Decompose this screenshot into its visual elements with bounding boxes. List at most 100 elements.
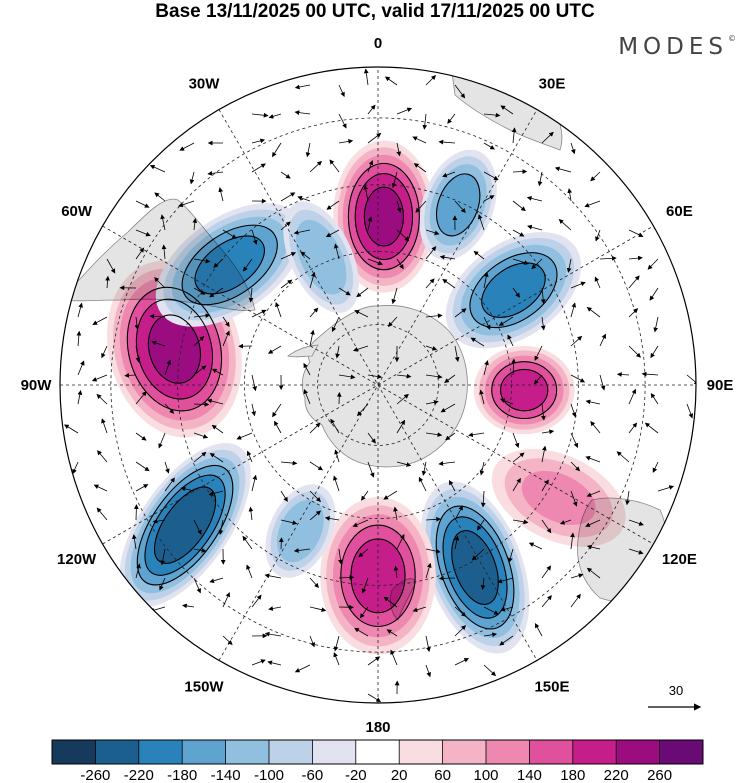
wind-vector-294 bbox=[293, 548, 311, 553]
center-48E-contour-4 bbox=[481, 262, 546, 318]
wind-vector-209 bbox=[135, 432, 147, 441]
wind-vector-346 bbox=[454, 625, 467, 637]
modes-logo: MODES© bbox=[618, 34, 736, 60]
wind-vector-160 bbox=[599, 333, 606, 347]
wind-vector-342 bbox=[333, 635, 340, 652]
wind-vector-242 bbox=[479, 461, 485, 476]
colorbar-swatch-8 bbox=[399, 740, 443, 764]
wind-vector-313 bbox=[338, 575, 355, 580]
contours-center-55W bbox=[181, 224, 278, 306]
center-115E-band-2 bbox=[521, 470, 596, 525]
wind-vector-144 bbox=[135, 345, 141, 363]
colorbar-swatch-11 bbox=[529, 740, 573, 764]
wind-vector-186 bbox=[96, 393, 108, 405]
wind-vector-126 bbox=[222, 316, 230, 328]
wind-vector-280 bbox=[425, 516, 442, 522]
wind-vector-64 bbox=[160, 214, 166, 231]
wind-vector-340 bbox=[264, 631, 282, 637]
wind-vector-191 bbox=[251, 403, 257, 417]
wind-vector-181 bbox=[599, 374, 606, 391]
wind-vector-147 bbox=[222, 330, 230, 347]
lon-label-30W: 30W bbox=[189, 76, 221, 93]
colorbar-label-7: 20 bbox=[391, 767, 408, 783]
wind-vector-260 bbox=[418, 476, 427, 492]
center-120W-contour-3 bbox=[136, 464, 234, 586]
wind-vector-71 bbox=[367, 216, 373, 231]
center-178W-contour-3 bbox=[340, 524, 416, 628]
wind-vector-8 bbox=[294, 110, 311, 115]
wind-vector-41 bbox=[483, 171, 499, 181]
anomaly-center-145W bbox=[265, 484, 336, 578]
wind-vector-250 bbox=[135, 484, 149, 492]
center-155E-contour-5 bbox=[451, 530, 499, 605]
wind-vector-145 bbox=[151, 340, 166, 347]
wind-vector-44 bbox=[554, 166, 572, 173]
wind-vector-155 bbox=[454, 345, 460, 363]
wind-vector-45 bbox=[590, 171, 601, 182]
longitude-labels: 0 30E 60E 90E 120E 150E 180 150W 120W 90W 60W 30W bbox=[21, 35, 734, 736]
wind-vector-264 bbox=[541, 479, 549, 492]
wind-vector-354 bbox=[367, 656, 381, 666]
wind-vector-83 bbox=[161, 244, 167, 260]
wind-vector-307 bbox=[159, 577, 166, 591]
colorbar-frame bbox=[51, 739, 704, 765]
wind-vector-271 bbox=[152, 518, 166, 524]
wind-vector-65 bbox=[192, 218, 198, 231]
wind-vector-208 bbox=[101, 418, 108, 434]
wind-vector-234 bbox=[246, 450, 253, 463]
contours-center-22E bbox=[435, 173, 481, 237]
wind-vector-5 bbox=[454, 84, 466, 99]
lon-label-0: 0 bbox=[374, 35, 382, 52]
wind-vector-327 bbox=[268, 606, 282, 611]
wind-vector-91 bbox=[396, 258, 404, 270]
wind-vector-159 bbox=[570, 335, 583, 347]
wind-vector-247 bbox=[616, 451, 630, 463]
wind-vector-11 bbox=[396, 107, 413, 115]
center-48E-band-4 bbox=[481, 262, 546, 318]
wind-vector-177 bbox=[483, 360, 489, 376]
center-55W-contour-4 bbox=[194, 235, 265, 295]
wind-vector-266 bbox=[586, 490, 601, 497]
wind-vector-56 bbox=[415, 200, 427, 213]
colorbar-label-2: -180 bbox=[167, 767, 197, 783]
colorbar-swatch-4 bbox=[225, 740, 269, 764]
wind-vector-268 bbox=[657, 485, 675, 492]
wind-vector-180 bbox=[570, 374, 586, 383]
wind-vector-172 bbox=[338, 374, 356, 380]
wind-vector-33 bbox=[251, 163, 266, 173]
wind-vector-244 bbox=[541, 445, 547, 463]
colorbar-label-5: -60 bbox=[302, 767, 324, 783]
wind-vector-70 bbox=[325, 229, 340, 238]
wind-vector-84 bbox=[193, 258, 211, 264]
wind-vector-120 bbox=[649, 287, 659, 301]
wind-vector-3 bbox=[384, 76, 398, 86]
wind-vector-349 bbox=[534, 623, 543, 637]
wind-vector-308 bbox=[193, 577, 201, 594]
wind-vector-347 bbox=[483, 632, 498, 638]
wind-vector-335 bbox=[500, 606, 514, 612]
wind-vector-92 bbox=[425, 246, 437, 260]
wind-vector-162 bbox=[650, 345, 659, 359]
wind-vector-57 bbox=[454, 200, 466, 214]
wind-vector-278 bbox=[352, 519, 369, 527]
colorbar-label-3: -140 bbox=[211, 767, 241, 783]
wind-vector-174 bbox=[396, 373, 412, 379]
wind-vector-286 bbox=[585, 519, 601, 527]
wind-vector-325 bbox=[222, 592, 230, 608]
wind-vector-226 bbox=[628, 422, 638, 434]
center-55W-contour-3 bbox=[181, 224, 278, 306]
wind-vector-187 bbox=[135, 391, 147, 405]
colorbar-label-4: -100 bbox=[254, 767, 284, 783]
wind-vector-326 bbox=[251, 594, 262, 608]
wind-vector-316 bbox=[425, 562, 432, 579]
wind-vector-254 bbox=[251, 474, 258, 492]
wind-vector-26 bbox=[483, 142, 495, 150]
wind-vector-30 bbox=[149, 164, 166, 173]
wind-vector-201 bbox=[541, 403, 546, 421]
wind-vector-62 bbox=[584, 200, 601, 208]
wind-vector-48 bbox=[178, 200, 195, 208]
wind-vector-320 bbox=[541, 565, 552, 579]
wind-vector-21 bbox=[338, 139, 354, 144]
wind-vector-213 bbox=[236, 432, 253, 440]
center-120W-contour-5 bbox=[153, 486, 217, 564]
